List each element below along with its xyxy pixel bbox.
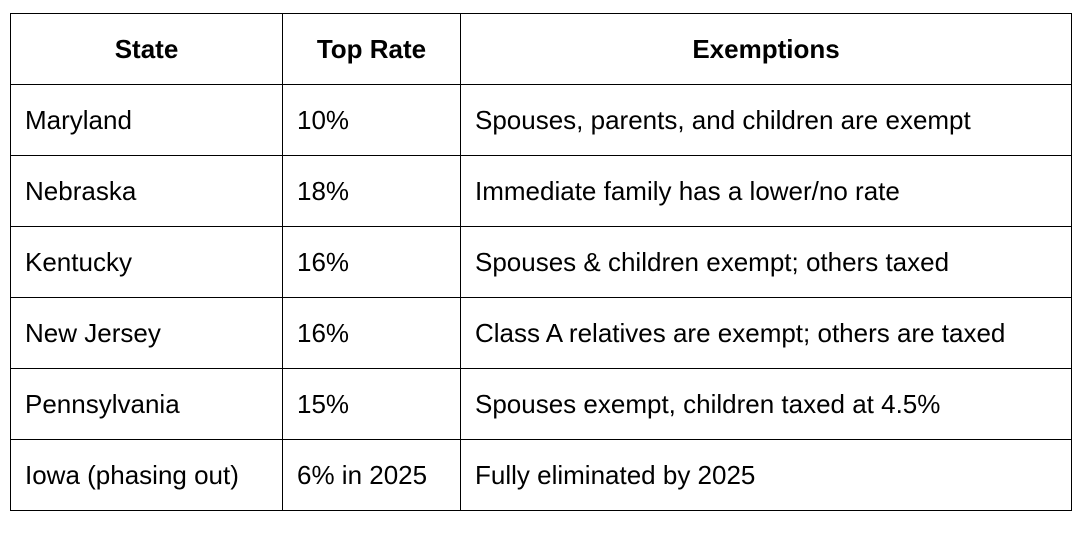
- table-row: Pennsylvania 15% Spouses exempt, childre…: [10, 368, 1072, 440]
- cell-exemptions: Spouses exempt, children taxed at 4.5%: [460, 368, 1072, 440]
- cell-top-rate: 18%: [282, 155, 461, 227]
- cell-exemptions: Spouses, parents, and children are exemp…: [460, 84, 1072, 156]
- table-row: Nebraska 18% Immediate family has a lowe…: [10, 155, 1072, 227]
- cell-exemptions: Fully eliminated by 2025: [460, 439, 1072, 511]
- table-row: Iowa (phasing out) 6% in 2025 Fully elim…: [10, 439, 1072, 511]
- header-row: State Top Rate Exemptions: [10, 13, 1072, 85]
- column-header-state: State: [10, 13, 283, 85]
- cell-exemptions: Immediate family has a lower/no rate: [460, 155, 1072, 227]
- cell-state: Maryland: [10, 84, 283, 156]
- column-header-exemptions: Exemptions: [460, 13, 1072, 85]
- table-row: Kentucky 16% Spouses & children exempt; …: [10, 226, 1072, 298]
- inheritance-tax-table: State Top Rate Exemptions Maryland 10% S…: [10, 13, 1072, 511]
- cell-state: Kentucky: [10, 226, 283, 298]
- cell-state: Pennsylvania: [10, 368, 283, 440]
- cell-state: Iowa (phasing out): [10, 439, 283, 511]
- column-header-top-rate: Top Rate: [282, 13, 461, 85]
- cell-top-rate: 10%: [282, 84, 461, 156]
- table-row: Maryland 10% Spouses, parents, and child…: [10, 84, 1072, 156]
- cell-state: Nebraska: [10, 155, 283, 227]
- cell-top-rate: 15%: [282, 368, 461, 440]
- cell-top-rate: 16%: [282, 226, 461, 298]
- cell-top-rate: 6% in 2025: [282, 439, 461, 511]
- cell-exemptions: Class A relatives are exempt; others are…: [460, 297, 1072, 369]
- table-row: New Jersey 16% Class A relatives are exe…: [10, 297, 1072, 369]
- cell-top-rate: 16%: [282, 297, 461, 369]
- cell-exemptions: Spouses & children exempt; others taxed: [460, 226, 1072, 298]
- cell-state: New Jersey: [10, 297, 283, 369]
